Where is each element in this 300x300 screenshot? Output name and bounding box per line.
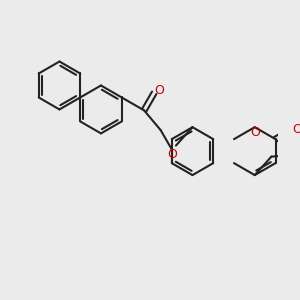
Text: O: O bbox=[154, 85, 164, 98]
Text: O: O bbox=[250, 126, 260, 139]
Text: O: O bbox=[293, 122, 300, 136]
Text: O: O bbox=[167, 148, 177, 161]
